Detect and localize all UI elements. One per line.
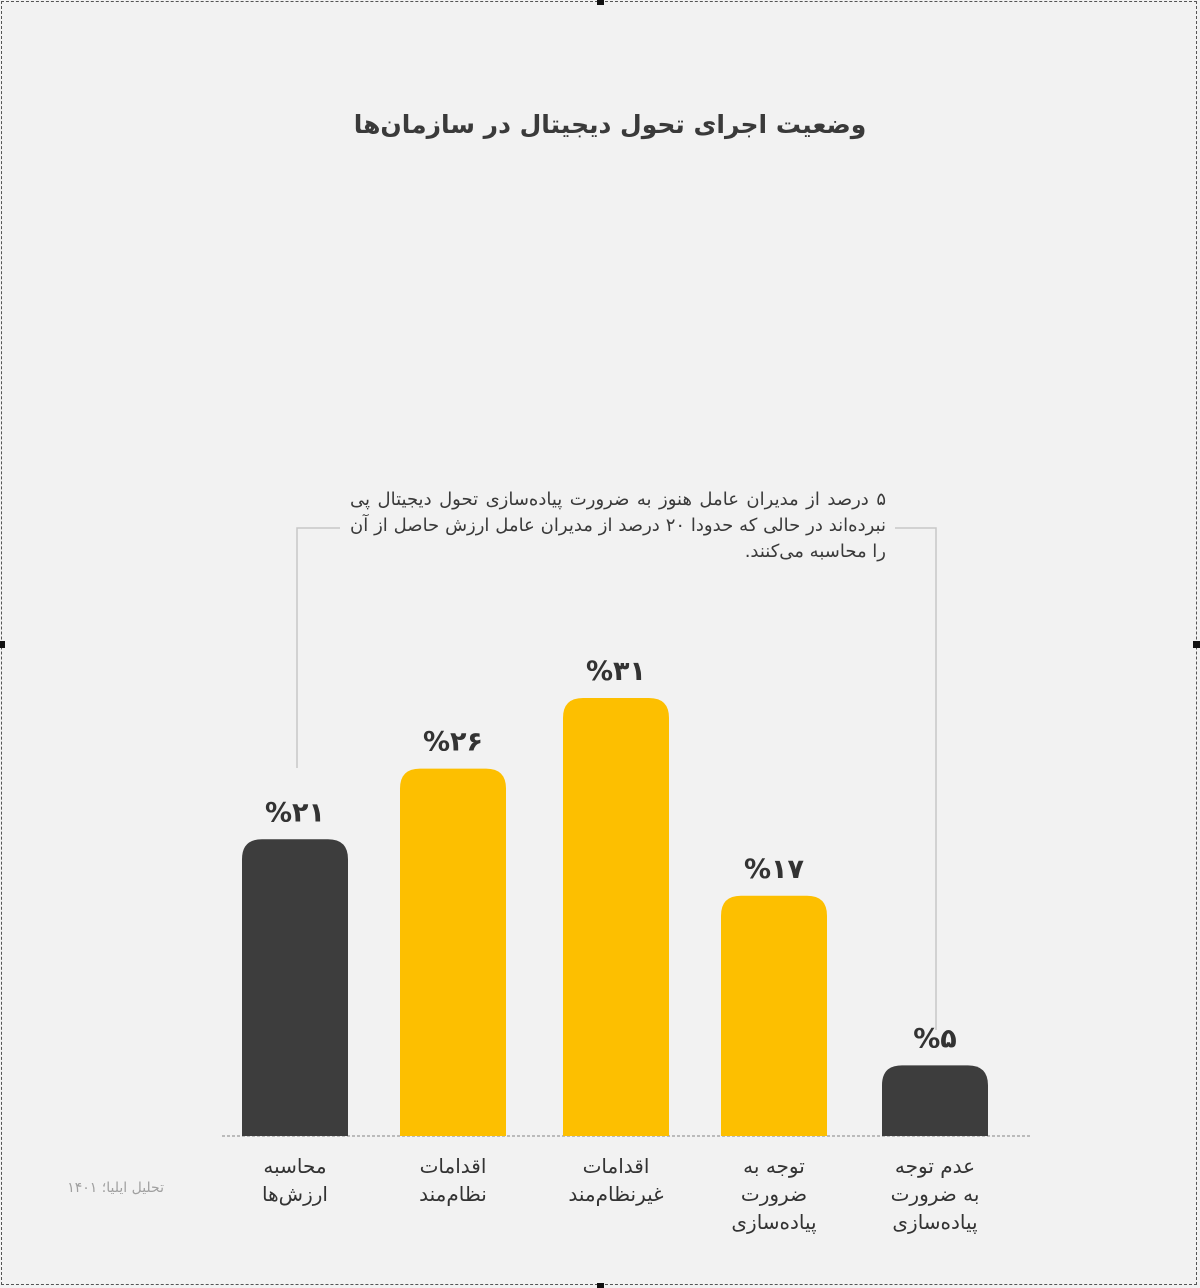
- category-label-line: اقدامات: [419, 1154, 487, 1178]
- category-label-line: ارزش‌ها: [262, 1182, 328, 1206]
- category-label-line: اقدامات: [582, 1154, 650, 1178]
- chart-annotation: ۵ درصد از مدیران عامل هنوز به ضرورت پیاد…: [350, 489, 886, 562]
- source-note: تحلیل ایلیا؛ ۱۴۰۱: [67, 1180, 164, 1196]
- category-label-line: محاسبه: [263, 1154, 327, 1178]
- value-label-4: %۱۷: [744, 854, 805, 885]
- bar-3: [563, 698, 669, 1136]
- value-label-5: %۵: [913, 1023, 957, 1054]
- resize-handle-right[interactable]: [1193, 641, 1200, 648]
- category-label-4: توجه به ضرورت پیاده‌سازی: [694, 1152, 854, 1236]
- annotation-connector-right: [895, 527, 937, 1030]
- category-label-line: عدم توجه: [894, 1154, 976, 1178]
- category-label-line: به ضرورت: [890, 1182, 980, 1206]
- category-label-3: اقدامات غیرنظام‌مند: [536, 1152, 696, 1208]
- bar-2: [400, 768, 506, 1136]
- category-label-line: پیاده‌سازی: [731, 1210, 817, 1234]
- bar-1: [242, 839, 348, 1136]
- value-label-3: %۳۱: [586, 656, 646, 687]
- category-label-line: نظام‌مند: [419, 1182, 487, 1206]
- category-label-line: ضرورت: [740, 1182, 808, 1206]
- chart-title: وضعیت اجرای تحول دیجیتال در سازمان‌ها: [353, 110, 867, 139]
- category-label-line: پیاده‌سازی: [892, 1210, 978, 1234]
- category-label-1: محاسبه ارزش‌ها: [215, 1152, 375, 1208]
- value-label-1: %۲۱: [265, 797, 325, 828]
- resize-handle-top[interactable]: [597, 0, 604, 5]
- annotation-connector-left: [296, 527, 340, 768]
- value-label-2: %۲۶: [423, 727, 483, 758]
- resize-handle-bottom[interactable]: [597, 1283, 604, 1288]
- category-label-2: اقدامات نظام‌مند: [373, 1152, 533, 1208]
- category-label-5: عدم توجه به ضرورت پیاده‌سازی: [855, 1152, 1015, 1236]
- bar-4: [721, 895, 827, 1136]
- category-label-line: توجه به: [743, 1154, 805, 1178]
- bar-5: [882, 1065, 988, 1136]
- resize-handle-left[interactable]: [0, 641, 5, 648]
- category-label-line: غیرنظام‌مند: [568, 1182, 664, 1206]
